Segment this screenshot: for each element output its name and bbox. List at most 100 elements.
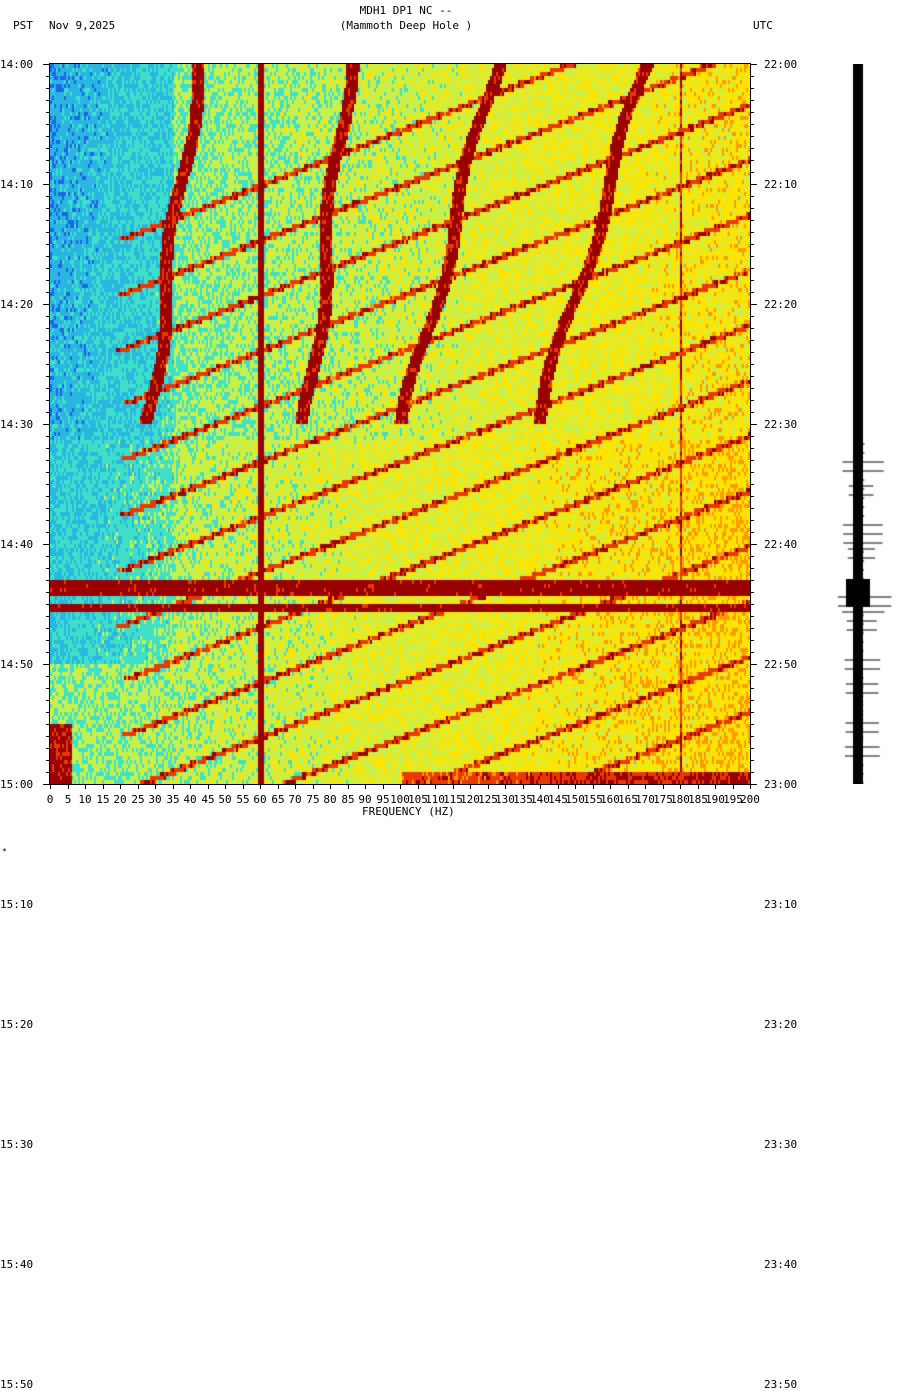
x-label: 175 [653,793,673,806]
y-tick-right [750,208,754,209]
x-tick [383,784,384,789]
y-tick-left [46,760,50,761]
x-axis-title: FREQUENCY (HZ) [362,805,455,818]
x-label: 20 [113,793,127,806]
y-tick-right [750,244,754,245]
y-tick-left [46,208,50,209]
x-label: 145 [548,793,568,806]
y-label-pst: 14:50 [0,658,34,671]
x-label: 55 [236,793,250,806]
x-tick [243,784,244,789]
y-tick-right [750,652,754,653]
y-tick-right [750,520,754,521]
y-tick-left [46,400,50,401]
x-label: 90 [358,793,372,806]
y-tick-right [750,568,754,569]
y-tick-right [750,436,754,437]
y-tick-left [43,544,50,545]
y-tick-left [46,568,50,569]
x-tick [400,784,401,789]
y-label-utc: 23:40 [764,1258,798,1271]
y-tick-left [46,220,50,221]
y-tick-right [750,724,754,725]
spectrogram-heatmap [50,64,750,784]
x-label: 30 [148,793,162,806]
y-tick-left [46,700,50,701]
x-label: 150 [565,793,585,806]
y-tick-right [750,628,754,629]
y-tick-right [750,412,754,413]
y-tick-left [46,460,50,461]
utc-label: UTC [753,19,773,32]
y-label-pst: 15:20 [0,1018,34,1031]
y-tick-left [46,604,50,605]
x-label: 25 [131,793,145,806]
y-tick-right [750,736,754,737]
y-tick-left [46,736,50,737]
x-label: 170 [635,793,655,806]
y-tick-left [46,100,50,101]
y-tick-left [46,592,50,593]
x-label: 125 [478,793,498,806]
y-tick-right [750,376,754,377]
x-tick [190,784,191,789]
x-label: 60 [253,793,267,806]
y-tick-left [46,280,50,281]
y-tick-left [46,412,50,413]
y-tick-left [46,172,50,173]
y-tick-right [750,400,754,401]
plot-frame [49,63,751,785]
x-label: 120 [460,793,480,806]
date-label: Nov 9,2025 [49,19,116,32]
y-tick-right [750,544,757,545]
y-label-pst: 14:10 [0,178,34,191]
y-tick-right [750,640,754,641]
x-label: 95 [376,793,390,806]
x-tick [418,784,419,789]
y-tick-right [750,676,754,677]
y-tick-right [750,664,757,665]
y-tick-right [750,232,754,233]
y-tick-left [46,532,50,533]
y-tick-left [46,676,50,677]
y-tick-right [750,316,754,317]
y-tick-right [750,616,754,617]
y-label-pst: 15:50 [0,1378,34,1391]
y-tick-left [46,232,50,233]
x-label: 5 [64,793,72,806]
y-tick-left [43,184,50,185]
y-tick-right [750,100,754,101]
y-tick-right [750,760,754,761]
x-label: 155 [583,793,603,806]
x-label: 115 [443,793,463,806]
y-tick-left [43,784,50,785]
y-label-pst: 14:20 [0,298,34,311]
y-tick-right [750,280,754,281]
y-tick-left [46,556,50,557]
y-tick-right [750,184,757,185]
y-label-pst: 14:30 [0,418,34,431]
x-label: 180 [670,793,690,806]
y-tick-right [750,364,754,365]
x-tick [225,784,226,789]
x-label: 10 [78,793,92,806]
x-label: 65 [271,793,285,806]
y-tick-left [46,772,50,773]
x-tick [313,784,314,789]
y-tick-right [750,292,754,293]
y-tick-right [750,748,754,749]
y-label-pst: 15:10 [0,898,34,911]
x-tick [593,784,594,789]
y-tick-left [46,364,50,365]
y-tick-right [750,256,754,257]
y-tick-right [750,352,754,353]
y-tick-right [750,592,754,593]
y-tick-right [750,496,754,497]
x-tick [85,784,86,789]
x-label: 40 [183,793,197,806]
y-tick-left [46,580,50,581]
y-tick-left [46,376,50,377]
y-label-utc: 22:20 [764,298,798,311]
x-tick [120,784,121,789]
x-tick [523,784,524,789]
